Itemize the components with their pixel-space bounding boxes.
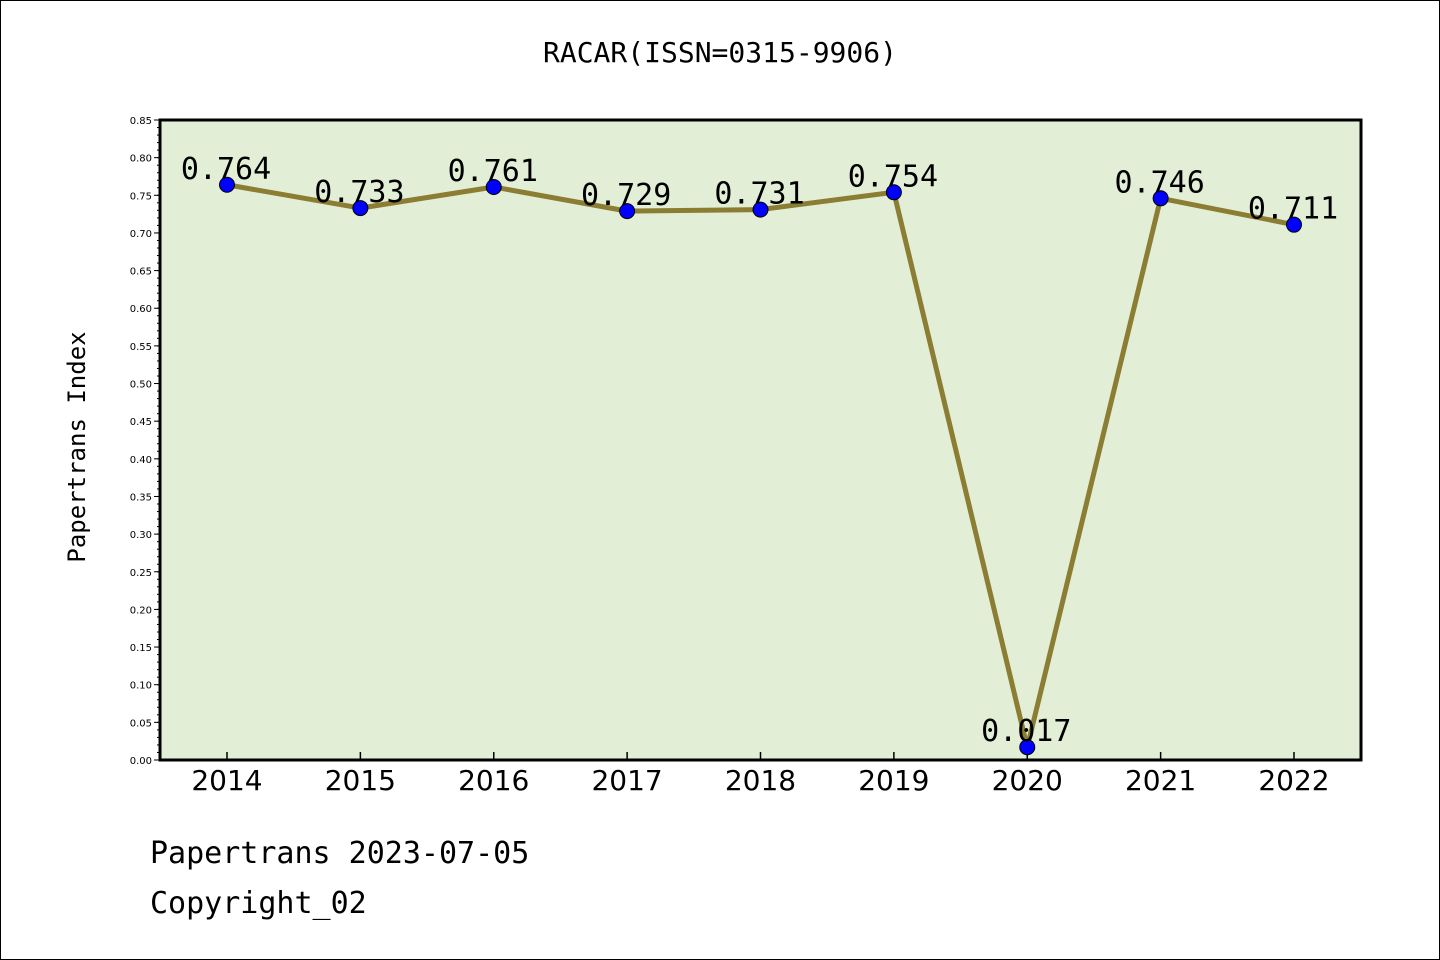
- y-tick-label: 0.10: [130, 681, 152, 692]
- x-tick-label: 2015: [325, 764, 396, 797]
- footer-copyright: Copyright_02: [150, 886, 367, 921]
- data-point-marker: [1019, 739, 1036, 756]
- data-point-marker: [352, 200, 369, 217]
- y-tick-label: 0.85: [130, 116, 152, 127]
- y-tick-label: 0.75: [130, 191, 152, 202]
- plot-area: [160, 120, 1361, 760]
- x-tick-label: 2016: [458, 764, 529, 797]
- y-tick-label: 0.55: [130, 342, 152, 353]
- x-tick-label: 2017: [591, 764, 662, 797]
- footer-date: Papertrans 2023-07-05: [150, 836, 530, 871]
- y-tick-label: 0.45: [130, 417, 152, 428]
- data-label: 0.731: [714, 177, 804, 212]
- x-axis-ticks: 2014 2015 2016 2017 2018 2019 2020 2021 2022: [191, 752, 1330, 797]
- data-point-marker: [219, 176, 235, 193]
- data-point-marker: [1286, 216, 1302, 233]
- x-tick-label: 2020: [992, 764, 1063, 797]
- data-point-marker: [619, 203, 636, 220]
- y-tick-label: 0.00: [130, 756, 152, 767]
- y-tick-label: 0.35: [130, 492, 152, 503]
- x-tick-label: 2022: [1258, 764, 1329, 797]
- y-axis-label: Papertrans Index: [63, 331, 91, 562]
- y-tick-label: 0.60: [130, 304, 152, 315]
- y-tick-label: 0.30: [130, 530, 152, 541]
- data-point-marker: [752, 201, 769, 218]
- data-point-marker: [885, 184, 902, 201]
- data-point-marker: [485, 179, 502, 196]
- data-label: 0.761: [448, 154, 538, 189]
- data-label: 0.729: [581, 178, 671, 213]
- y-tick-label: 0.80: [130, 154, 152, 165]
- data-label: 0.746: [1114, 165, 1204, 200]
- data-point-marker: [1152, 190, 1169, 207]
- y-axis-ticks: 0.00 0.05 0.10 0.15 0.20 0.25 0.30 0.35 0.40 0.45…: [130, 116, 160, 767]
- x-tick-label: 2021: [1125, 764, 1196, 797]
- series-markers: [219, 176, 1302, 756]
- x-tick-label: 2014: [191, 764, 262, 797]
- y-tick-label: 0.25: [130, 568, 152, 579]
- y-tick-label: 0.05: [130, 718, 152, 729]
- data-label: 0.711: [1248, 192, 1338, 227]
- plot-border: [158, 118, 1363, 762]
- y-tick-label: 0.15: [130, 643, 152, 654]
- x-tick-label: 2019: [858, 764, 929, 797]
- y-tick-label: 0.50: [130, 380, 152, 391]
- y-tick-label: 0.40: [130, 455, 152, 466]
- data-label: 0.733: [314, 175, 404, 210]
- chart-title: RACAR(ISSN=0315-9906): [542, 36, 897, 69]
- y-tick-label: 0.65: [130, 267, 152, 278]
- data-label: 0.764: [181, 152, 271, 187]
- y-tick-label: 0.20: [130, 605, 152, 616]
- x-tick-label: 2018: [725, 764, 796, 797]
- data-label: 0.017: [981, 714, 1071, 749]
- data-labels: 0.764 0.733 0.761 0.729 0.731 0.754 0.017 0.746…: [181, 152, 1338, 749]
- y-tick-label: 0.70: [130, 229, 152, 240]
- data-label: 0.754: [848, 159, 938, 194]
